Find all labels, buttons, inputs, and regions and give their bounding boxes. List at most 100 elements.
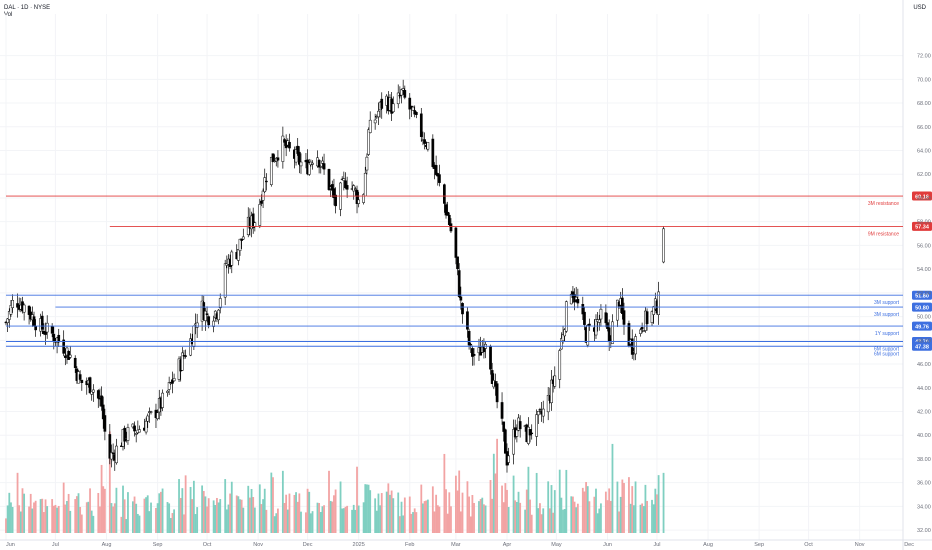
volume-bar <box>143 498 146 533</box>
candle-body <box>225 263 229 266</box>
candle-body <box>205 313 209 316</box>
volume-bar <box>390 490 393 533</box>
candle-body <box>63 355 67 358</box>
volume-bar <box>611 443 614 533</box>
volume-bar <box>224 479 227 533</box>
volume-bar <box>227 504 230 533</box>
volume-bar <box>519 502 522 533</box>
volume-bar <box>29 493 32 533</box>
volume-bar <box>253 507 256 533</box>
volume-bar <box>136 513 139 533</box>
y-tick-label: 52.00 <box>917 291 931 297</box>
x-tick-label: Jun <box>6 542 15 548</box>
volume-bar <box>367 484 370 533</box>
volume-bar <box>423 501 426 533</box>
candle-body <box>238 238 242 251</box>
volume-bar <box>483 504 485 533</box>
price-badge-label: 57.34 <box>915 225 930 231</box>
candle-body <box>223 263 227 298</box>
volume-bar <box>120 516 123 533</box>
candle-body <box>330 184 334 191</box>
y-tick-label: 62.00 <box>917 172 931 178</box>
volume-bar <box>362 502 365 533</box>
volume-bar <box>575 507 578 533</box>
volume-bar <box>461 492 464 533</box>
candle-body <box>281 135 285 162</box>
volume-bar <box>387 483 390 533</box>
candle-body <box>73 357 77 368</box>
candle-body <box>108 434 112 459</box>
volume-bar <box>547 481 550 533</box>
candle-body <box>355 189 359 204</box>
volume-bar <box>443 453 446 533</box>
volume-bar <box>179 497 182 533</box>
volume-bar <box>161 488 164 533</box>
candle-body <box>240 238 244 241</box>
volume-bar <box>380 493 383 533</box>
candle-body <box>586 324 590 346</box>
price-badge <box>912 302 932 312</box>
volume-bar <box>74 499 77 533</box>
volume-bar <box>385 491 388 533</box>
x-tick-label: 2025 <box>353 542 365 548</box>
candle-body <box>536 411 540 416</box>
candle-body <box>495 383 499 403</box>
volume-bar <box>644 484 647 533</box>
volume-bar <box>585 482 587 533</box>
candle-body <box>560 338 563 350</box>
candle-body <box>657 291 660 315</box>
volume-bar <box>455 475 457 533</box>
volume-bar <box>44 499 47 533</box>
candle-body <box>327 169 331 190</box>
candle-body <box>461 303 464 315</box>
volume-bar <box>535 472 538 533</box>
volume-bar <box>379 505 381 533</box>
y-tick-label: 72.00 <box>917 54 931 60</box>
volume-bar <box>178 479 180 533</box>
volume-bar <box>156 503 159 533</box>
volume-bar <box>641 503 644 533</box>
candle-body <box>563 329 567 337</box>
candle-body <box>446 211 450 216</box>
volume-bar <box>79 506 82 533</box>
candle-body <box>538 409 542 411</box>
volume-bar <box>537 508 540 533</box>
volume-bar <box>628 477 630 533</box>
volume-bar <box>171 513 174 533</box>
volume-bar <box>410 513 413 533</box>
volume-bar <box>608 488 611 533</box>
candle-body <box>103 415 107 432</box>
candle-body <box>362 194 365 203</box>
candle-body <box>373 119 377 124</box>
volume-bar <box>492 453 495 533</box>
volume-bar <box>204 496 207 533</box>
volume-bar <box>321 506 324 533</box>
volume-bar <box>562 509 564 533</box>
candle-body <box>489 345 492 370</box>
candle-body <box>297 151 301 165</box>
volume-bar <box>489 479 492 533</box>
volume-bar <box>446 513 449 533</box>
volume-bar <box>402 515 405 533</box>
volume-bar <box>558 469 561 533</box>
volume-bar <box>527 466 530 533</box>
volume-bar <box>229 493 232 533</box>
volume-bar <box>41 498 44 533</box>
candle-body <box>80 379 84 384</box>
volume-bar <box>450 506 452 533</box>
volume-bar <box>160 491 162 533</box>
support-label: 1Y support <box>875 331 900 337</box>
volume-bar <box>539 503 541 533</box>
support-label: 6M support <box>874 351 900 357</box>
volume-bar <box>173 509 175 533</box>
volume-bar <box>113 503 116 533</box>
x-tick-label: Nov <box>855 542 865 548</box>
volume-bar <box>28 506 30 533</box>
candle-body <box>457 270 461 298</box>
candle-body <box>515 429 519 437</box>
y-tick-label: 64.00 <box>917 149 931 155</box>
volume-bar <box>286 509 289 533</box>
x-tick-label: Jul <box>653 542 660 548</box>
candle-body <box>166 390 169 393</box>
